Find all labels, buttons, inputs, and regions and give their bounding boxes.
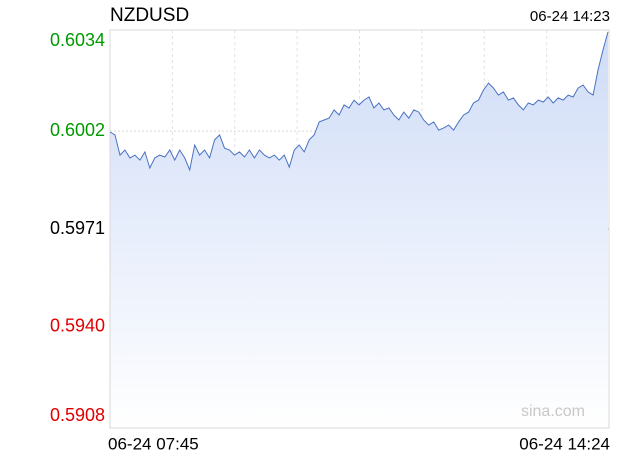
- watermark: sina.com: [521, 403, 585, 420]
- plot-frame: [109, 29, 610, 429]
- y-tick-label: 0.5940: [50, 316, 105, 336]
- timestamp: 06-24 14:23: [530, 8, 610, 25]
- y-tick-label: 0.6002: [50, 120, 105, 140]
- y-tick-label: 0.5971: [50, 218, 105, 238]
- y-tick-label: 0.6034: [50, 30, 105, 50]
- area-fill: [110, 31, 608, 429]
- x-tick-label: 06-24 07:45: [108, 434, 199, 453]
- y-tick-label: 0.5908: [50, 405, 105, 425]
- x-tick-label: 06-24 14:24: [519, 434, 610, 453]
- chart-title: NZDUSD: [110, 5, 189, 26]
- price-line: [109, 31, 609, 172]
